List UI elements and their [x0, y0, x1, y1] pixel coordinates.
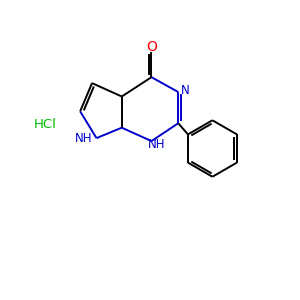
- Text: N: N: [180, 84, 189, 97]
- Text: HCl: HCl: [34, 118, 57, 131]
- Text: NH: NH: [75, 132, 93, 145]
- Text: O: O: [146, 40, 157, 55]
- Text: NH: NH: [148, 138, 166, 151]
